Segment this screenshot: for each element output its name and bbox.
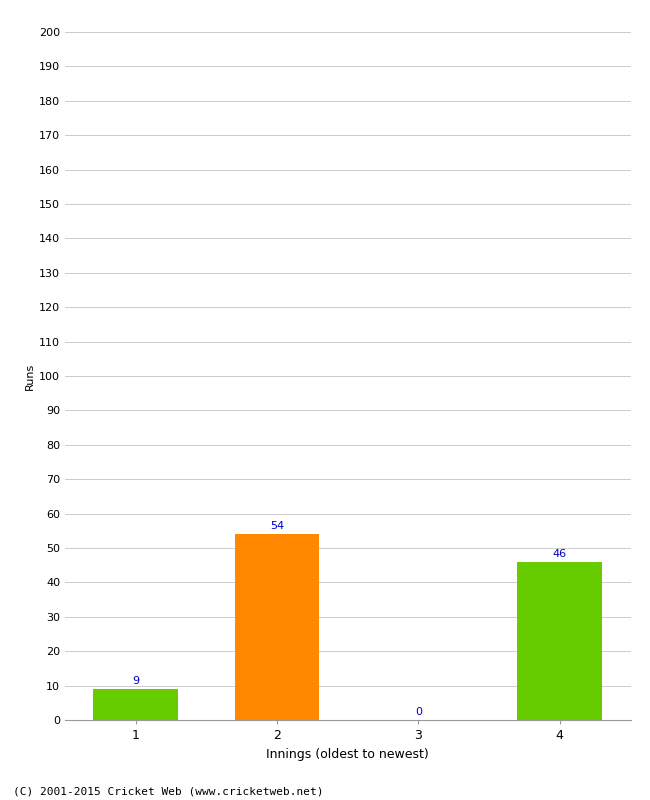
X-axis label: Innings (oldest to newest): Innings (oldest to newest) <box>266 747 429 761</box>
Text: (C) 2001-2015 Cricket Web (www.cricketweb.net): (C) 2001-2015 Cricket Web (www.cricketwe… <box>13 786 324 796</box>
Bar <box>235 534 319 720</box>
Y-axis label: Runs: Runs <box>25 362 35 390</box>
Text: 0: 0 <box>415 707 422 718</box>
Text: 9: 9 <box>132 676 139 686</box>
Bar <box>517 562 603 720</box>
Bar <box>94 689 178 720</box>
Text: 54: 54 <box>270 522 284 531</box>
Text: 46: 46 <box>552 549 567 559</box>
